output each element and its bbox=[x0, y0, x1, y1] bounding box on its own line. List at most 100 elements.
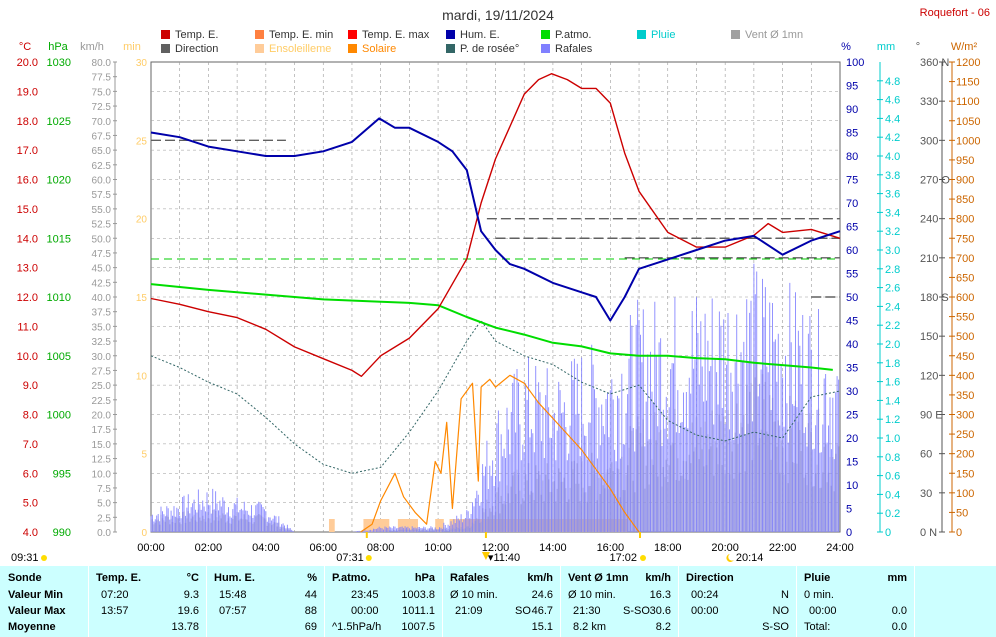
axis-tick-label: 30.0 bbox=[92, 352, 112, 363]
axis-tick-label: 0 bbox=[846, 527, 852, 539]
wind-10min-value: 16.3 bbox=[649, 589, 671, 601]
legend-label: Ensoleilleme bbox=[269, 43, 331, 55]
chart-axes: °C 20.0 19.0 18.0 17.0 16.0 15.0 14.0 13.0 12.0 11… bbox=[17, 41, 981, 554]
axis-tick-label: 17.0 bbox=[17, 145, 38, 157]
axis-tick-label: 67.5 bbox=[92, 131, 112, 142]
axis-tick-label: 22.5 bbox=[92, 396, 112, 407]
axis-tick-label: 2.6 bbox=[885, 283, 900, 295]
legend-swatch bbox=[255, 30, 264, 39]
axis-unit: hPa bbox=[48, 41, 68, 53]
axis-tick-label: 37.5 bbox=[92, 308, 112, 319]
press-trend: ^1.5hPa/h bbox=[332, 621, 382, 633]
gust-10min-label: Ø 10 min. bbox=[450, 589, 498, 601]
axis-tick-label: 3.4 bbox=[885, 207, 900, 219]
axis-tick-label: 20.0 bbox=[92, 411, 112, 422]
axis-unit: % bbox=[841, 41, 851, 53]
axis-tick-label: 32.5 bbox=[92, 337, 112, 348]
axis-tick-label: 1015 bbox=[47, 233, 71, 245]
axis-tick-label: 1025 bbox=[47, 116, 71, 128]
axis-tick-label: 1200 bbox=[956, 57, 980, 69]
axis-tick-label: 35 bbox=[846, 363, 858, 375]
press-max-value: 1011.1 bbox=[402, 605, 435, 617]
axis-tick-label: 240 bbox=[920, 214, 938, 226]
axis-tick-label: 55 bbox=[846, 269, 858, 281]
dewpoint-line bbox=[150, 320, 841, 474]
hum-max-time: 07:57 bbox=[219, 605, 247, 617]
sunset-label: 17:02 bbox=[609, 552, 637, 564]
axis-tick-label: 900 bbox=[956, 175, 974, 187]
station-name: Roquefort - 06 bbox=[920, 7, 990, 19]
axis-tick-label: 7.5 bbox=[97, 484, 111, 495]
weather-chart: mardi, 19/11/2024 Roquefort - 06 Temp. E… bbox=[11, 7, 990, 564]
axis-tick-label: 350 bbox=[956, 390, 974, 402]
axis-tick-label: 30 bbox=[846, 386, 858, 398]
axis-tick-label: 1.2 bbox=[885, 414, 900, 426]
axis-tick-label: 25.0 bbox=[92, 381, 112, 392]
axis-tick-label: 1.0 bbox=[885, 433, 900, 445]
axis-tick-label: 360 N bbox=[920, 57, 949, 69]
legend-label: Vent Ø 1mn bbox=[745, 29, 803, 41]
axis-tick-label: 8.0 bbox=[23, 410, 38, 422]
axis-tick-label: 5.0 bbox=[97, 499, 111, 510]
time-tick-label: 18:00 bbox=[654, 542, 682, 554]
legend-swatch bbox=[348, 44, 357, 53]
time-tick-label: 14:00 bbox=[539, 542, 567, 554]
axis-tick-label: 20.0 bbox=[17, 57, 38, 69]
axis-tick-label: 0.6 bbox=[885, 471, 900, 483]
axis-tick-label: 40.0 bbox=[92, 293, 112, 304]
axis-tick-label: 300 bbox=[956, 410, 974, 422]
axis-tick-label: 1005 bbox=[47, 351, 71, 363]
legend-label: P.atmo. bbox=[555, 29, 592, 41]
sunrise-left-label: 09:31 bbox=[11, 552, 39, 564]
legend-swatch bbox=[637, 30, 646, 39]
moon-icon bbox=[726, 554, 734, 562]
wind-header: Vent Ø 1mn bbox=[568, 572, 629, 584]
axis-tick-label: 20 bbox=[846, 433, 858, 445]
axis-tick-label: 17.5 bbox=[92, 425, 112, 436]
axis-tick-label: 5.0 bbox=[23, 498, 38, 510]
solar-line bbox=[360, 374, 640, 533]
gust-max-dir: SO bbox=[515, 605, 531, 617]
axis-tick-label: 250 bbox=[956, 429, 974, 441]
time-tick-label: 20:00 bbox=[711, 542, 739, 554]
rain-total-value: 0.0 bbox=[891, 621, 907, 633]
axis-tick-label: 19.0 bbox=[17, 86, 38, 98]
axis-tick-label: 16.0 bbox=[17, 175, 38, 187]
wind-max-dir: S-SO bbox=[623, 605, 650, 617]
axis-tick-label: 42.5 bbox=[92, 278, 112, 289]
axis-tick-label: 9.0 bbox=[23, 380, 38, 392]
axis-tick-label: 990 bbox=[53, 527, 71, 539]
axis-tick-label: 5 bbox=[141, 450, 147, 461]
axis-tick-label: 15.0 bbox=[17, 204, 38, 216]
dir-max-value: NO bbox=[772, 605, 790, 617]
time-tick-label: 22:00 bbox=[769, 542, 797, 554]
axis-tick-label: 3.8 bbox=[885, 170, 900, 182]
axis-unit: ° bbox=[916, 41, 920, 53]
axis-tick-label: 4.4 bbox=[885, 113, 900, 125]
axis-tick-label: 5 bbox=[846, 504, 852, 516]
axis-tick-label: 75 bbox=[846, 175, 858, 187]
sunset-icon bbox=[639, 555, 646, 561]
press-max-time: 00:00 bbox=[351, 605, 379, 617]
time-tick-label: 02:00 bbox=[195, 542, 223, 554]
temp-min-value: 9.3 bbox=[183, 589, 199, 601]
rain-total-label: Total: bbox=[804, 621, 831, 633]
axis-tick-label: 65 bbox=[846, 222, 858, 234]
hum-unit: % bbox=[307, 572, 317, 584]
axis-tick-label: 500 bbox=[956, 331, 974, 343]
axis-tick-label: 550 bbox=[956, 312, 974, 324]
gust-header: Rafales bbox=[450, 572, 490, 584]
sunrise-icon bbox=[365, 555, 372, 561]
axis-tick-label: 3.0 bbox=[885, 245, 900, 257]
axis-unit: min bbox=[123, 41, 141, 53]
wind-max-value: 30.6 bbox=[649, 605, 671, 617]
dir-avg-value: S-SO bbox=[762, 621, 789, 633]
gust-avg-value: 15.1 bbox=[531, 621, 553, 633]
axis-tick-label: 150 bbox=[920, 331, 938, 343]
dir-min-time: 00:24 bbox=[691, 589, 719, 601]
sunshine-bar bbox=[363, 519, 390, 532]
axis-tick-label: 10.0 bbox=[17, 351, 38, 363]
axis-tick-label: 10.0 bbox=[92, 469, 112, 480]
axis-tick-label: 30 bbox=[136, 58, 148, 69]
axis-tick-label: 120 bbox=[920, 370, 938, 382]
